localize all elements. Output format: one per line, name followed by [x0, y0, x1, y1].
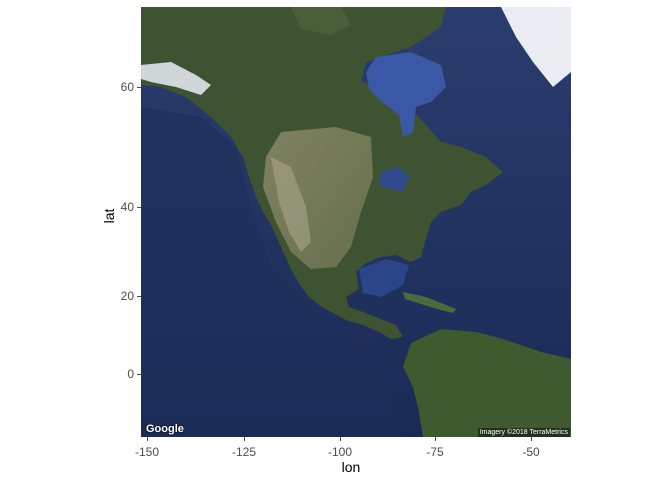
gulf-of-mexico [359, 259, 409, 297]
y-tick-label-60: 60 [120, 80, 134, 94]
x-tick-mark [435, 437, 436, 441]
arctic-islands [291, 7, 351, 35]
x-tick-mark [340, 437, 341, 441]
satellite-map-image [141, 7, 571, 437]
rocky-mountains [271, 157, 311, 252]
south-america-land [403, 329, 571, 437]
x-tick-label-150: -150 [134, 445, 160, 459]
x-axis-title: lon [341, 459, 361, 475]
y-axis-title: lat [101, 208, 117, 224]
satellite-map [141, 7, 571, 437]
x-tick-label-50: -50 [522, 445, 540, 459]
pacific-ocean [141, 107, 401, 437]
alaska-snow [141, 62, 211, 95]
x-tick-label-75: -75 [426, 445, 444, 459]
y-tick-mark [137, 374, 141, 375]
great-lakes [379, 167, 409, 192]
y-tick-mark [137, 87, 141, 88]
caribbean-islands [403, 292, 456, 313]
hudson-bay [366, 52, 446, 137]
x-tick-mark [147, 437, 148, 441]
x-tick-label-100: -100 [327, 445, 353, 459]
x-tick-mark [244, 437, 245, 441]
x-tick-mark [531, 437, 532, 441]
greenland [501, 7, 571, 87]
y-tick-label-20: 20 [120, 289, 134, 303]
google-logo: Google [146, 423, 184, 435]
y-tick-mark [137, 296, 141, 297]
y-tick-mark [137, 207, 141, 208]
imagery-attribution: Imagery ©2018 TerraMetrics [477, 428, 570, 437]
y-tick-label-0: 0 [127, 367, 134, 381]
y-tick-label-40: 40 [120, 200, 134, 214]
x-tick-label-125: -125 [231, 445, 257, 459]
